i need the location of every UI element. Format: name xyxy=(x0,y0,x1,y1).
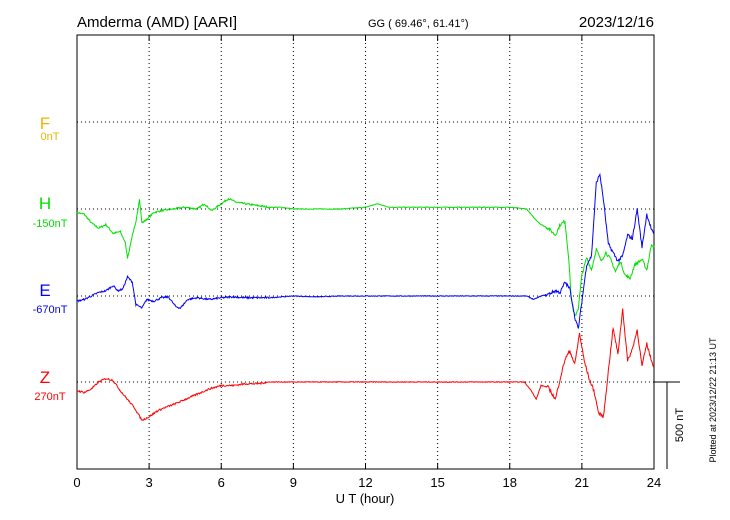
x-tick-label: 6 xyxy=(218,475,225,490)
x-tick-label: 9 xyxy=(290,475,297,490)
x-tick-label: 15 xyxy=(430,475,444,490)
x-tick-label: 3 xyxy=(146,475,153,490)
baseline-label-z: 270nT xyxy=(34,391,65,403)
grid-lines xyxy=(77,35,654,469)
x-axis-label: U T (hour) xyxy=(336,491,395,506)
baseline-label-f: 0nT xyxy=(41,131,60,143)
x-tick-label: 24 xyxy=(647,475,661,490)
series-line-e xyxy=(77,172,655,329)
series-traces xyxy=(76,172,655,422)
scale-bar-label: 500 nT xyxy=(674,408,686,443)
x-tick-label: 12 xyxy=(358,475,372,490)
series-line-z xyxy=(76,308,655,422)
station-coords: GG ( 69.46°, 61.41°) xyxy=(368,18,469,30)
scale-bar: 500 nT xyxy=(654,381,686,469)
x-tick-label: 21 xyxy=(575,475,589,490)
x-tick-label: 0 xyxy=(73,475,80,490)
baseline-label-e: -670nT xyxy=(33,304,68,316)
x-tick-label: 18 xyxy=(503,475,517,490)
series-label-f: F xyxy=(40,114,50,133)
series-line-h xyxy=(76,197,655,317)
plotted-timestamp: Plotted at 2023/12/22 21:13 UT xyxy=(708,337,718,463)
series-label-h: H xyxy=(39,194,51,213)
chart-date: 2023/12/16 xyxy=(579,14,654,31)
baseline-label-h: -150nT xyxy=(33,218,68,230)
station-title: Amderma (AMD) [AARI] xyxy=(77,14,237,31)
x-axis-ticks: 0 3 6 9 12 15 18 21 24 xyxy=(73,35,661,490)
series-label-e: E xyxy=(39,281,50,300)
series-label-z: Z xyxy=(40,368,50,387)
